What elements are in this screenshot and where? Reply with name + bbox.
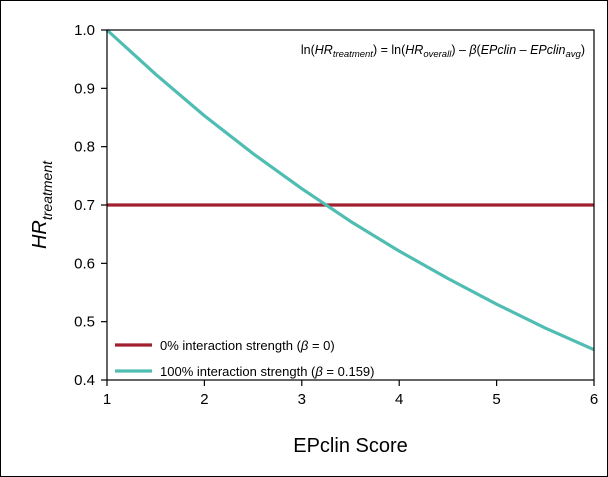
formula-annotation: ln(HRtreatment) = ln(HRoverall) – β(EPcl… [301, 43, 585, 60]
legend-label-0: 0% interaction strength (β = 0) [160, 338, 335, 353]
x-tick-label-0: 1 [103, 391, 111, 408]
ticks-layer [101, 29, 595, 386]
x-tick-label-5: 6 [590, 391, 598, 408]
x-tick-label-4: 5 [492, 391, 500, 408]
y-tick-label-6: 1.0 [74, 22, 95, 39]
y-axis-title-sub: treatment [39, 160, 55, 220]
y-tick-label-3: 0.7 [74, 197, 95, 214]
y-tick-label-0: 0.4 [74, 372, 95, 389]
x-axis-title: EPclin Score [293, 435, 408, 457]
x-tick-label-2: 3 [298, 391, 306, 408]
x-tick-label-1: 2 [200, 391, 208, 408]
y-axis-title-main: HR [29, 220, 51, 249]
series-layer [105, 28, 595, 352]
legend: 0% interaction strength (β = 0) 100% inte… [115, 338, 375, 379]
y-tick-label-1: 0.5 [74, 314, 95, 331]
x-tick-label-3: 4 [395, 391, 403, 408]
y-tick-label-2: 0.6 [74, 255, 95, 272]
y-tick-label-4: 0.8 [74, 139, 95, 156]
legend-label-1: 100% interaction strength (β = 0.159) [160, 364, 375, 379]
y-tick-label-5: 0.9 [74, 80, 95, 97]
series-line-1 [105, 28, 595, 352]
y-axis-title: HRtreatment [29, 160, 55, 249]
labels-layer: 1 2 3 4 5 6 0.4 0.5 0.6 0.7 0.8 0.9 1.0 [74, 22, 598, 408]
